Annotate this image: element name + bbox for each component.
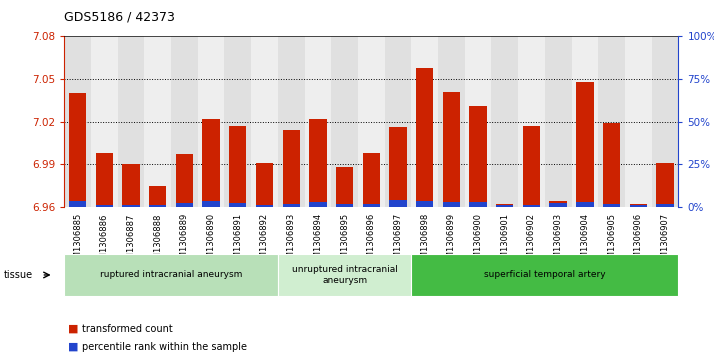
Bar [69,201,86,207]
Bar [305,36,331,207]
Bar [96,153,113,207]
Bar [256,205,273,207]
Bar [411,36,438,207]
Bar [149,205,166,207]
Bar [469,202,487,207]
Bar [523,126,540,207]
Text: ruptured intracranial aneurysm: ruptured intracranial aneurysm [100,270,242,280]
Bar [545,36,571,207]
Bar [630,204,647,207]
Bar [336,204,353,207]
Text: percentile rank within the sample: percentile rank within the sample [82,342,247,352]
Bar [198,36,224,207]
Text: transformed count: transformed count [82,323,173,334]
Text: tissue: tissue [4,270,33,280]
Bar [416,68,433,207]
Bar [443,202,460,207]
Bar [625,36,652,207]
Bar [576,202,593,207]
Bar [598,36,625,207]
Bar [550,201,567,207]
Bar [229,126,246,207]
Bar [550,203,567,207]
Text: superficial temporal artery: superficial temporal artery [484,270,605,280]
Bar [96,205,113,207]
Bar [603,204,620,207]
Bar [523,205,540,207]
Bar [496,204,513,207]
Bar [630,205,647,207]
Bar [656,204,673,207]
Bar [469,106,487,207]
Bar [203,119,220,207]
Bar [652,36,678,207]
Text: unruptured intracranial
aneurysm: unruptured intracranial aneurysm [291,265,398,285]
Bar [363,153,380,207]
Bar [331,36,358,207]
Bar [91,36,118,207]
Bar [118,36,144,207]
Bar [144,36,171,207]
Text: GDS5186 / 42373: GDS5186 / 42373 [64,11,175,24]
Bar [389,200,407,207]
Bar [385,36,411,207]
Bar [336,167,353,207]
Bar [256,163,273,207]
Bar [122,205,140,207]
Bar [283,204,300,207]
Bar [571,36,598,207]
Bar [122,164,140,207]
Bar [176,154,193,207]
Bar [229,204,246,207]
Bar [176,204,193,207]
Bar [283,130,300,207]
Bar [171,36,198,207]
Bar [64,36,91,207]
Bar [438,36,465,207]
Bar [603,123,620,207]
Bar [389,127,407,207]
Text: ■: ■ [68,323,79,334]
Bar [358,36,385,207]
Bar [309,202,326,207]
Bar [465,36,491,207]
Bar [309,119,326,207]
Bar [224,36,251,207]
Bar [416,201,433,207]
Text: ■: ■ [68,342,79,352]
Bar [149,185,166,207]
Bar [496,205,513,207]
Bar [576,82,593,207]
Bar [203,201,220,207]
Bar [363,204,380,207]
Bar [278,36,305,207]
Bar [518,36,545,207]
Bar [251,36,278,207]
Bar [443,92,460,207]
Bar [656,163,673,207]
Bar [69,93,86,207]
Bar [491,36,518,207]
